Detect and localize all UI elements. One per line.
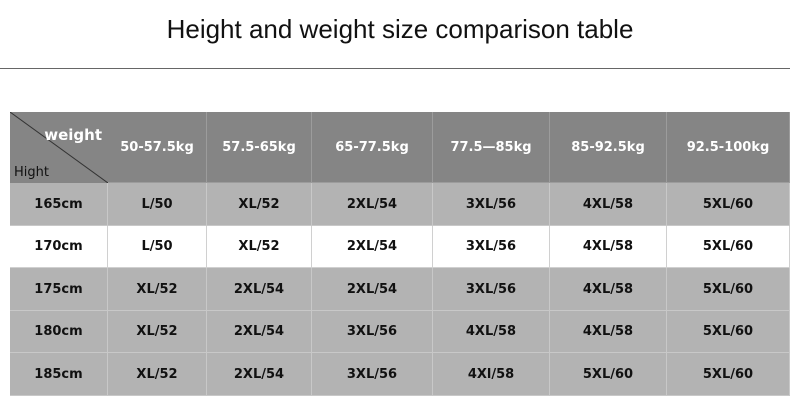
size-cell: 2XL/54	[207, 311, 312, 353]
size-cell: 3XL/56	[433, 226, 550, 268]
size-cell: 5XL/60	[667, 268, 790, 311]
row-header: 165cm	[10, 183, 108, 226]
size-table: weight Hight 50-57.5kg 57.5-65kg 65-77.5kg…	[10, 112, 790, 396]
column-header: 77.5—85kg	[433, 112, 550, 183]
size-cell: XL/52	[207, 183, 312, 226]
size-cell: 4XL/58	[550, 268, 667, 311]
size-cell: 5XL/60	[667, 311, 790, 353]
size-cell: L/50	[108, 183, 207, 226]
row-header: 175cm	[10, 268, 108, 311]
title: Height and weight size comparison table	[166, 14, 634, 44]
size-cell: 4XL/58	[550, 183, 667, 226]
size-cell: 2XL/54	[312, 268, 433, 311]
size-cell: XL/52	[108, 268, 207, 311]
column-header: 85-92.5kg	[550, 112, 667, 183]
divider	[0, 68, 790, 69]
column-header: 57.5-65kg	[207, 112, 312, 183]
size-cell: 2XL/54	[207, 353, 312, 396]
size-cell: L/50	[108, 226, 207, 268]
size-cell: XL/52	[108, 353, 207, 396]
column-header: 50-57.5kg	[108, 112, 207, 183]
size-cell: 2XL/54	[207, 268, 312, 311]
size-cell: 3XL/56	[433, 268, 550, 311]
row-axis-label: Hight	[14, 165, 49, 180]
size-cell: XL/52	[207, 226, 312, 268]
size-cell: 2XL/54	[312, 183, 433, 226]
size-cell: 3XL/56	[312, 311, 433, 353]
size-cell: 4Xl/58	[433, 353, 550, 396]
corner-diagonal	[10, 112, 108, 183]
column-header: 92.5-100kg	[667, 112, 790, 183]
size-cell: 5XL/60	[667, 226, 790, 268]
size-cell: 2XL/54	[312, 226, 433, 268]
size-cell: 3XL/56	[433, 183, 550, 226]
size-cell: XL/52	[108, 311, 207, 353]
row-header: 170cm	[10, 226, 108, 268]
row-header: 180cm	[10, 311, 108, 353]
size-cell: 4XL/58	[550, 226, 667, 268]
size-cell: 5XL/60	[550, 353, 667, 396]
corner-cell: weight Hight	[10, 112, 108, 183]
size-cell: 5XL/60	[667, 353, 790, 396]
column-axis-label: weight	[44, 126, 102, 144]
size-cell: 4XL/58	[433, 311, 550, 353]
size-cell: 5XL/60	[667, 183, 790, 226]
column-header: 65-77.5kg	[312, 112, 433, 183]
size-cell: 3XL/56	[312, 353, 433, 396]
row-header: 185cm	[10, 353, 108, 396]
size-cell: 4XL/58	[550, 311, 667, 353]
